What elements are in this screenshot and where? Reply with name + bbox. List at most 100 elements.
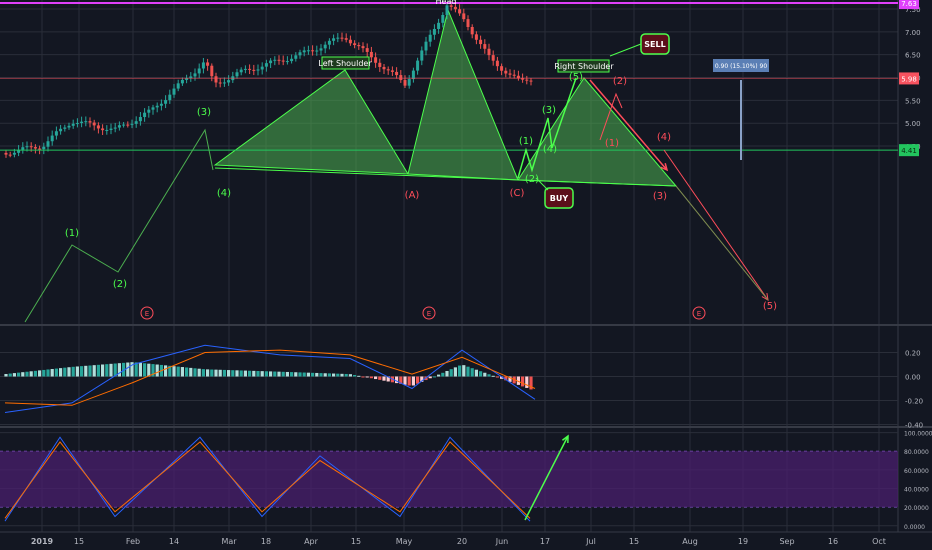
candle-body [441,15,445,23]
macd-histogram-bar [437,374,441,377]
candle-body [285,61,289,63]
macd-histogram-bar [92,365,96,377]
macd-histogram-bar [483,372,487,377]
candle-body [369,51,373,58]
candle-body [281,60,285,62]
macd-histogram-bar [50,369,54,377]
price-tag [899,144,919,157]
macd-histogram-bar [8,373,12,377]
right-shoulder-label: Right Shoulder [554,62,614,71]
signal-line [4,349,536,406]
candle-body [264,63,268,67]
macd-histogram-bar [399,376,403,384]
macd-histogram-bar [395,376,399,384]
macd-histogram-bar [319,373,323,377]
macd-histogram-bar [84,365,88,377]
candle-body [176,83,180,89]
buy-pointer [535,177,549,191]
candle-body [155,105,159,108]
candle-body [483,44,487,49]
x-tick-label: 15 [351,537,361,546]
stochastic-band [0,451,898,508]
price-tag-label: 5.98 [901,75,917,83]
macd-histogram-bar [29,371,33,377]
event-marker [140,306,154,320]
head-and-shoulders-pattern [213,8,678,187]
candle-body [336,37,340,39]
candle-body [298,52,302,56]
macd-histogram-bar [332,373,336,377]
neckline [214,167,677,187]
macd-histogram-bar [264,371,268,377]
macd-histogram-bar [348,374,352,377]
candle-body [134,121,138,124]
stochastic-tick-label: 100.0000 [904,431,932,438]
wave-label-green: (1) [519,136,533,147]
y-tick-label: 7.50 [905,6,921,14]
candle-body [109,128,113,130]
candle-body [50,135,54,142]
macd-histogram-bar [59,368,63,377]
candle-body [361,46,365,49]
macd-histogram-bar [42,369,46,377]
wave-2-path [517,77,577,179]
wave-label-red: (5) [763,301,777,312]
macd-histogram-bar [474,369,478,377]
macd-histogram-bar [25,371,29,377]
macd-histogram-bar [151,364,155,377]
candle-body [193,73,197,77]
macd-histogram-bar [54,368,58,377]
macd-histogram-bar [529,376,533,390]
x-tick-label: 2019 [31,537,54,546]
right-shoulder-box [557,59,610,73]
macd-histogram-bar [71,366,75,377]
candle-body [508,73,512,75]
macd-histogram-bar [222,369,226,377]
macd-histogram-bar [445,370,449,377]
event-marker [692,306,706,320]
candle-body [63,127,67,129]
macd-histogram-bar [176,366,180,377]
macd-histogram-bar [269,371,273,377]
macd-histogram-bar [365,376,369,378]
annotations: (1) (2) (3) (4) (1) (2) (3) (4) (5) (A) (C) (1) (2) (… [0,0,898,521]
macd-histogram-bar [168,365,172,377]
sell-signal-label: SELL [644,40,665,49]
wave-label-green: (2) [113,279,127,290]
macd-histogram-bar [38,370,42,377]
candle-body [197,68,201,74]
candle-body [71,123,75,126]
candle-body [80,121,84,124]
candle-body [453,6,457,10]
macd-histogram-bar [479,371,483,377]
macd-histogram-bar [218,369,222,377]
candle-body [432,28,436,35]
macd-histogram-bar [340,373,344,377]
macd-histogram-bar [138,362,142,377]
candle-body [462,13,466,20]
macd-histogram-bar [336,373,340,377]
candle-body [395,71,399,76]
macd-tick-label: -0.40 [905,422,923,430]
macd-histogram-bar [344,373,348,377]
macd-histogram-bar [466,366,470,377]
stochastic-tick-label: 40.0000 [904,487,929,494]
macd-histogram-bar [206,369,210,377]
x-tick-label: Jun [495,537,509,546]
candle-body [525,79,529,81]
candle-body [386,69,390,71]
candle-body [248,68,252,70]
candle-body [416,60,420,71]
macd-histogram-bar [273,371,277,377]
y-tick-label: 6.50 [905,52,921,60]
price-tag [899,0,919,10]
candle-body [374,57,378,63]
candle-body [185,78,189,80]
candle-body [340,37,344,39]
price-tag-label: 7.63 [901,0,917,8]
wave-label-red: (3) [653,191,667,202]
left-shoulder-triangle [213,69,409,175]
candle-body [327,40,331,45]
candle-body [201,62,205,69]
candle-body [269,60,273,64]
